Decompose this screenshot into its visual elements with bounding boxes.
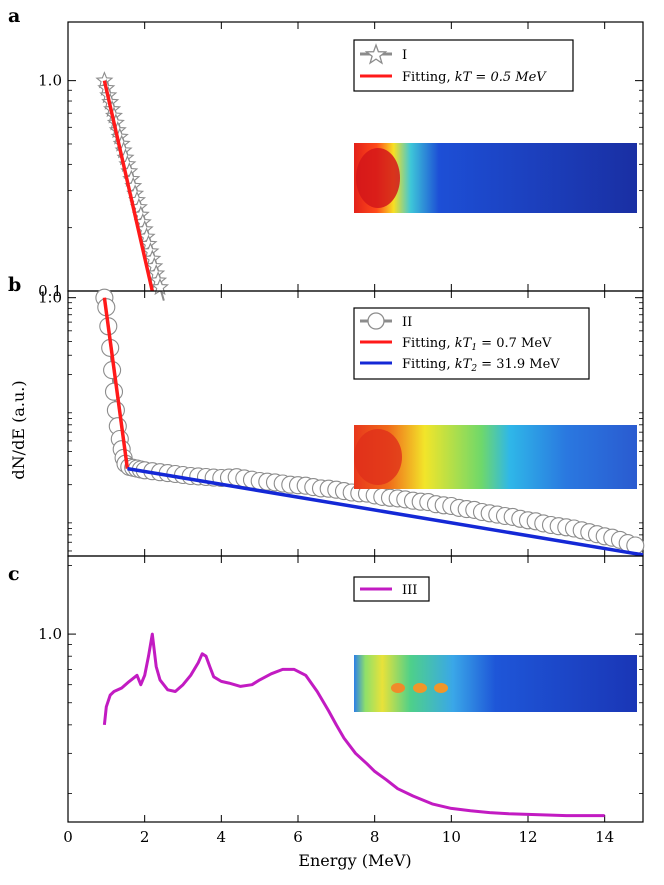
x-tick-label: 10 [442,828,461,846]
legend-box-b [353,307,590,380]
detector-hotspot-a [356,148,400,208]
y-ticks-a: 0.1 1.0 [38,22,643,300]
plot-area-a [95,71,170,301]
detector-hotspot-b [354,429,402,485]
legend-box-a [353,39,574,92]
series-line-Fitting, kT2 = 31.9 MeV [127,466,644,557]
x-axis-ticks: 0 2 4 6 8 10 12 14 [63,828,614,846]
x-tick-label: 8 [370,828,380,846]
plot-area-c [102,632,605,818]
x-tick-label: 2 [140,828,150,846]
legend-label-iii: III [402,583,417,598]
x-tick-label: 4 [217,828,227,846]
y-tick-label-a: 0.1 [38,282,62,300]
plot-area-b [95,288,645,557]
y-ticks-c: 1.0 [38,556,643,822]
legend-circle-marker [367,312,385,330]
legend-b: II Fitting, kT1 = 0.7 MeV Fitting, kT2 =… [353,307,590,380]
y-ticks-b: 1.0 [38,289,643,556]
panel-letter-c: c [8,563,20,585]
detector-image-c [354,655,637,712]
x-axis-label: Energy (MeV) [298,851,411,870]
legend-star-marker [364,43,388,65]
legend-c: III [353,576,430,602]
series-line-Fitting, kT1 = 0.7 MeV [102,297,130,469]
x-tick-label: 0 [63,828,73,846]
y-tick-label-b: 1.0 [38,289,62,307]
detector-spots-c [391,683,448,693]
legend-label-ii: II [402,315,412,330]
y-tick-label-a: 1.0 [38,72,62,90]
legend-label-fit-a: Fitting, kT = 0.5 MeV [402,70,547,85]
legend-a: I Fitting, kT = 0.5 MeV [353,39,574,92]
y-axis-label: dN/dE (a.u.) [9,380,28,479]
legend-label-fit-b2: Fitting, kT2 = 31.9 MeV [402,357,560,374]
y-tick-label-c: 1.0 [38,625,62,643]
panel-letter-b: b [8,274,21,296]
series-line-III [102,632,605,818]
axes-frame-c [67,555,644,823]
detector-image-a [354,143,637,213]
series-line-Fitting, kT = 0.5 MeV [102,80,155,292]
x-tick-label: 6 [293,828,303,846]
circle-marker [104,382,124,401]
legend-label-fit-b1: Fitting, kT1 = 0.7 MeV [402,336,552,353]
legend-label-i: I [402,48,407,63]
x-tick-label: 14 [595,828,614,846]
x-tick-label: 12 [518,828,537,846]
panel-letter-a: a [8,5,20,27]
